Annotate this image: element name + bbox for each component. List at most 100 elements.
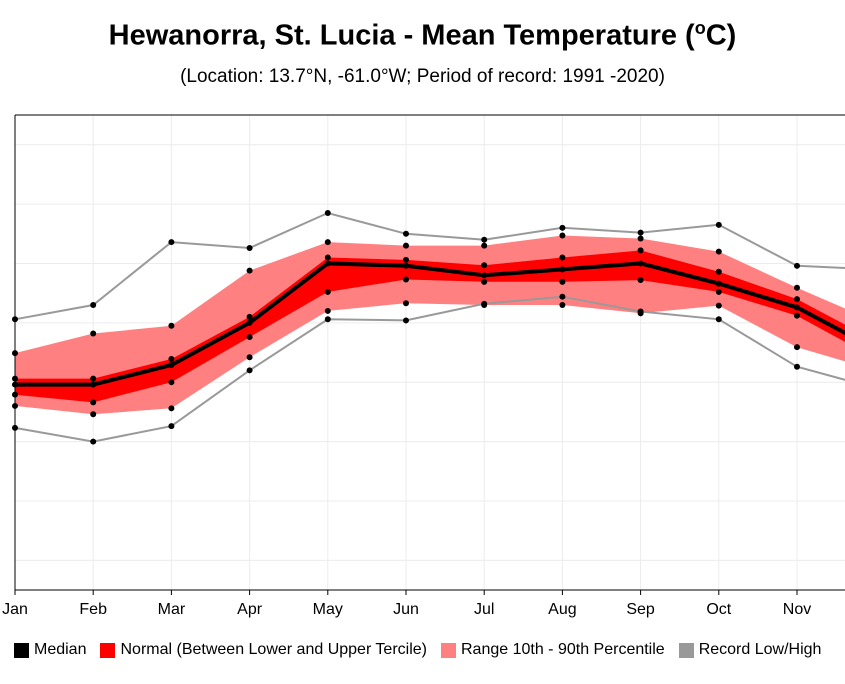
median-point [246, 319, 253, 326]
p90-point [715, 248, 722, 255]
lower-tercile-point [559, 278, 566, 285]
legend-record: Record Low/High [678, 641, 822, 659]
record-high-point [403, 230, 409, 237]
median-point [324, 260, 331, 267]
median-point [403, 262, 409, 269]
data-points [12, 209, 800, 445]
median-point [481, 272, 488, 279]
upper-tercile-point [90, 375, 97, 382]
p90-point [246, 267, 253, 274]
upper-tercile-point [168, 356, 175, 363]
legend-normal-swatch [100, 642, 116, 658]
upper-tercile-point [324, 254, 331, 261]
record-low-point [168, 423, 175, 430]
upper-tercile-point [481, 262, 488, 269]
percentile-range-band [15, 235, 845, 415]
legend-range-label: Range 10th - 90th Percentile [461, 641, 665, 658]
p10-point [246, 354, 253, 361]
legend-median: Median [14, 641, 86, 659]
x-tick-label: Feb [79, 601, 107, 618]
series-lines [14, 211, 845, 443]
median-point [794, 304, 800, 311]
upper-tercile-point [403, 256, 409, 263]
median-point [559, 266, 566, 273]
record-low-point [324, 316, 331, 323]
median-point [168, 361, 175, 368]
p10-point [481, 302, 488, 308]
p90-point [324, 239, 331, 246]
record-high-point [246, 245, 253, 251]
p90-point [403, 242, 409, 249]
degree-superscript: o [694, 18, 706, 38]
x-tick-label: Apr [237, 601, 263, 618]
lower-tercile-point [324, 288, 331, 295]
lower-tercile-point [246, 334, 253, 341]
record-low-point [559, 293, 566, 300]
x-tick-label: Oct [706, 601, 731, 618]
median-point [90, 381, 97, 388]
legend-record-swatch [678, 642, 694, 658]
median-point [715, 280, 722, 287]
record-high-point [90, 302, 97, 308]
record-high-point [559, 224, 566, 231]
record-low-point [715, 316, 722, 323]
p90-point [559, 232, 566, 239]
p90-point [794, 284, 800, 291]
chart-subtitle: (Location: 13.7°N, -61.0°W; Period of re… [180, 66, 665, 87]
x-tick-label: Jul [474, 601, 494, 618]
x-tick-label: Jan [2, 601, 28, 618]
upper-tercile-point [715, 268, 722, 275]
upper-tercile-point [637, 247, 644, 254]
p10-point [794, 344, 800, 351]
p10-point [715, 302, 722, 309]
record-high-point [715, 221, 722, 228]
lower-tercile-point [637, 277, 644, 284]
p90-point [481, 242, 488, 249]
record-low-line [14, 295, 845, 443]
lower-tercile-point [403, 276, 409, 283]
p90-point [90, 330, 97, 337]
upper-tercile-point [559, 254, 566, 261]
lower-tercile-point [794, 312, 800, 319]
p10-point [559, 302, 566, 308]
x-tick-label: Nov [783, 601, 811, 618]
median-line [15, 261, 845, 387]
legend-range-swatch [441, 642, 456, 658]
p10-point [637, 310, 644, 317]
record-high-line [14, 211, 845, 321]
record-low-point [403, 317, 409, 324]
axes [14, 114, 845, 595]
record-high-point [794, 262, 800, 269]
lower-tercile-point [168, 379, 175, 386]
bands [15, 235, 845, 415]
record-high-point [168, 239, 175, 246]
x-tick-label: Jun [393, 601, 419, 618]
chart-title: Hewanorra, St. Lucia - Mean Temperature … [108, 18, 737, 52]
p10-point [90, 411, 97, 418]
record-low-point [246, 367, 253, 374]
legend-median-label: Median [34, 641, 87, 658]
x-tick-label: Sep [626, 601, 655, 618]
record-low-point [90, 438, 97, 445]
tercile-normal-band [15, 250, 845, 403]
legend-record-label: Record Low/High [698, 641, 822, 658]
lower-tercile-point [715, 288, 722, 295]
lower-tercile-point [481, 278, 488, 285]
legend-normal: Normal (Between Lower and Upper Tercile) [100, 641, 427, 659]
x-tick-label: Mar [158, 601, 186, 618]
p10-point [403, 300, 409, 307]
record-low-point [794, 363, 800, 370]
legend: Median Normal (Between Lower and Upper T… [14, 641, 835, 659]
median-point [637, 260, 644, 267]
record-high-point [324, 209, 331, 216]
record-high-point [481, 236, 488, 243]
upper-tercile-point [794, 296, 800, 303]
legend-range: Range 10th - 90th Percentile [441, 641, 665, 659]
x-tick-label: Aug [548, 601, 576, 618]
p10-point [168, 405, 175, 412]
legend-median-swatch [14, 642, 29, 658]
x-tick-label: May [313, 601, 343, 618]
upper-tercile-point [246, 313, 253, 320]
